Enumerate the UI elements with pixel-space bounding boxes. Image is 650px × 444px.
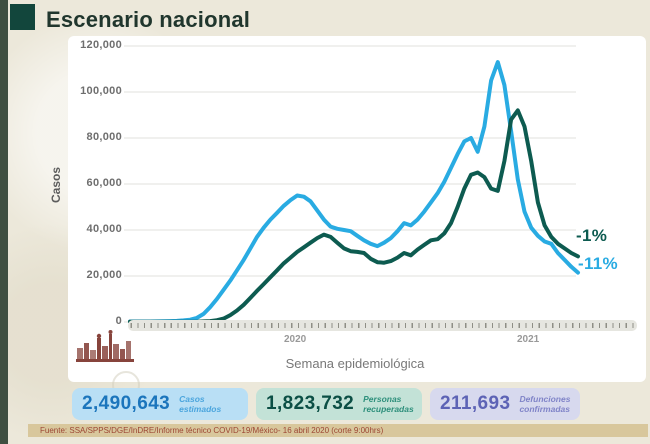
- defunciones-label: Defunciones confirmadas: [519, 393, 571, 414]
- casos-estimados-label: Casos estimados: [179, 393, 222, 414]
- personas-recuperadas-label: Personas recuperadas: [363, 393, 414, 414]
- y-axis-tick-label: 120,000: [80, 39, 122, 51]
- personas-recuperadas-value: 1,823,732: [266, 393, 355, 414]
- defunciones-value: 211,693: [440, 393, 511, 414]
- y-axis-tick-label: 0: [115, 315, 122, 327]
- summary-stats-row: 2,490,643 Casos estimados 1,823,732 Pers…: [72, 388, 580, 420]
- stat-personas-recuperadas: 1,823,732 Personas recuperadas: [256, 388, 422, 420]
- casos-estimados-value: 2,490,643: [82, 393, 171, 414]
- epidemic-curve-chart: 120,000 100,000 80,000 60,000 40,000 20,000 0 …: [68, 36, 646, 382]
- source-text: Fuente: SSA/SPPS/DGE/InDRE/Informe técni…: [40, 426, 384, 435]
- y-axis-tick-label: 100,000: [80, 85, 122, 97]
- stat-defunciones-confirmadas: 211,693 Defunciones confirmadas: [430, 388, 580, 420]
- footer-band: Fuente: SSA/SPPS/DGE/InDRE/Informe técni…: [28, 424, 648, 437]
- y-axis-tick-label: 80,000: [86, 131, 122, 143]
- y-axis-title: Casos: [49, 166, 63, 204]
- y-axis-tick-label: 20,000: [86, 269, 122, 281]
- annotation-blue-pct: -11%: [578, 254, 618, 273]
- x-axis-title: Semana epidemiológica: [285, 356, 425, 371]
- x-axis-week-strip: [128, 320, 637, 331]
- title-accent-square: [10, 4, 35, 30]
- series-linea_azul: [128, 60, 580, 324]
- x-axis-year-2020: 2020: [284, 334, 307, 345]
- y-axis-tick-label: 40,000: [86, 223, 122, 235]
- cityscape-watermark-icon: [76, 330, 134, 362]
- y-axis-tick-label: 60,000: [86, 177, 122, 189]
- stat-casos-estimados: 2,490,643 Casos estimados: [72, 388, 248, 420]
- x-axis-year-2021: 2021: [517, 334, 540, 345]
- left-border-strip: [0, 0, 8, 444]
- page-title: Escenario nacional: [46, 7, 251, 32]
- annotation-green-pct: -1%: [576, 226, 608, 245]
